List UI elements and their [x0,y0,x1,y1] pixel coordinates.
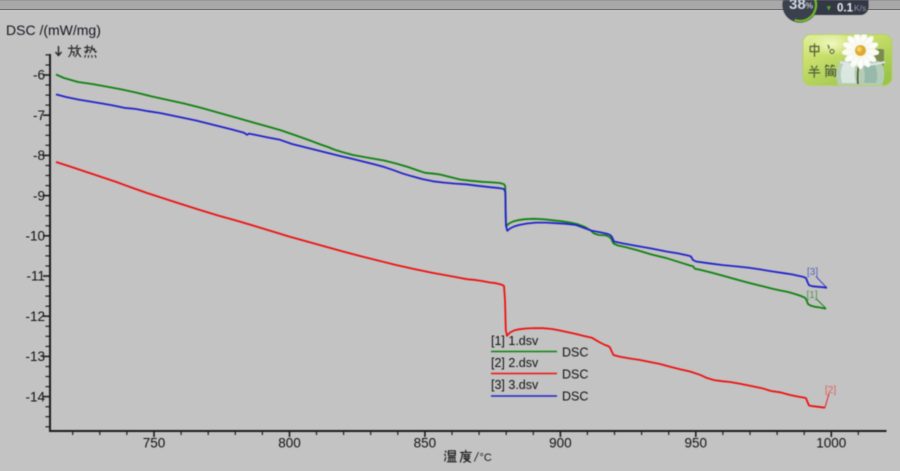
svg-text:%: % [806,1,814,11]
svg-text:850: 850 [414,436,437,451]
svg-text:[2] 2.dsv: [2] 2.dsv [491,356,539,370]
svg-text:DSC: DSC [562,390,588,404]
svg-text:750: 750 [143,436,166,451]
svg-text:DSC: DSC [562,346,588,360]
svg-text:38: 38 [789,0,806,13]
svg-text:900: 900 [549,436,572,451]
svg-text:K/s: K/s [854,3,866,13]
svg-text:[1]: [1] [807,290,818,301]
svg-text:[2]: [2] [825,385,836,396]
svg-text:DSC: DSC [562,368,588,382]
svg-text:-10: -10 [25,229,45,244]
svg-text:0.1: 0.1 [837,2,854,14]
svg-text:-8: -8 [33,148,45,163]
svg-text:800: 800 [278,436,301,451]
svg-text:-13: -13 [25,349,45,364]
svg-text:[3]: [3] [807,267,818,278]
svg-text:DSC /(mW/mg): DSC /(mW/mg) [6,22,101,38]
svg-text:1000: 1000 [816,436,846,451]
svg-text:-14: -14 [25,389,45,404]
svg-text:/: / [474,451,480,465]
svg-text:-11: -11 [26,269,45,284]
svg-text:-12: -12 [25,309,45,324]
svg-text:[1] 1.dsv: [1] 1.dsv [491,334,539,348]
svg-text:-6: -6 [33,68,45,83]
svg-text:-7: -7 [33,108,45,123]
svg-text:-9: -9 [33,188,45,203]
svg-text:950: 950 [685,436,708,451]
svg-text:[3] 3.dsv: [3] 3.dsv [491,378,539,392]
svg-text:°C: °C [480,452,492,464]
